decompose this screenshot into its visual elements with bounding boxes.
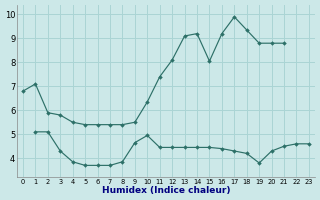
X-axis label: Humidex (Indice chaleur): Humidex (Indice chaleur)	[102, 186, 230, 195]
